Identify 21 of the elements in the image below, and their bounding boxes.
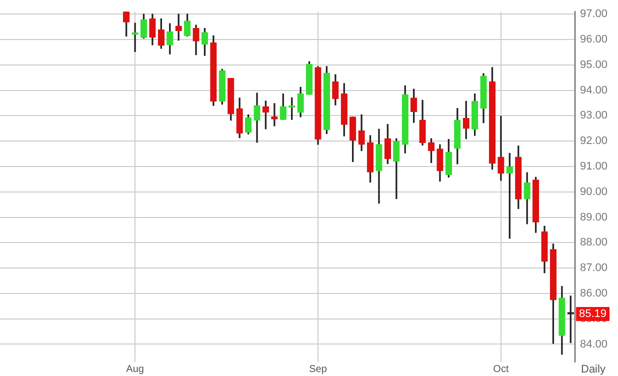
y-tick-label: 91.00 xyxy=(580,160,608,173)
y-tick-label: 86.00 xyxy=(580,287,608,300)
y-tick-label: 94.00 xyxy=(580,84,608,96)
y-tick-label: 88.00 xyxy=(580,236,608,249)
y-tick-label: 84.00 xyxy=(580,338,608,350)
y-tick-label: 92.00 xyxy=(580,135,608,148)
y-tick-label: 90.00 xyxy=(580,186,608,198)
y-tick-label: 95.00 xyxy=(580,58,608,71)
x-tick-label: Oct xyxy=(493,364,509,375)
y-tick-label: 97.00 xyxy=(580,8,608,20)
y-tick-label: 87.00 xyxy=(580,262,608,274)
x-tick-label: Sep xyxy=(309,364,328,375)
candlestick xyxy=(271,103,278,126)
y-tick-label: 96.00 xyxy=(580,34,608,46)
candlestick xyxy=(498,116,504,181)
text: Daily xyxy=(581,364,606,376)
x-tick-label: Aug xyxy=(126,364,144,375)
y-tick-label: 93.00 xyxy=(580,110,608,122)
annotation: 85.19 xyxy=(579,308,607,320)
y-tick-label: 89.00 xyxy=(580,211,608,224)
candlestick xyxy=(132,22,138,52)
